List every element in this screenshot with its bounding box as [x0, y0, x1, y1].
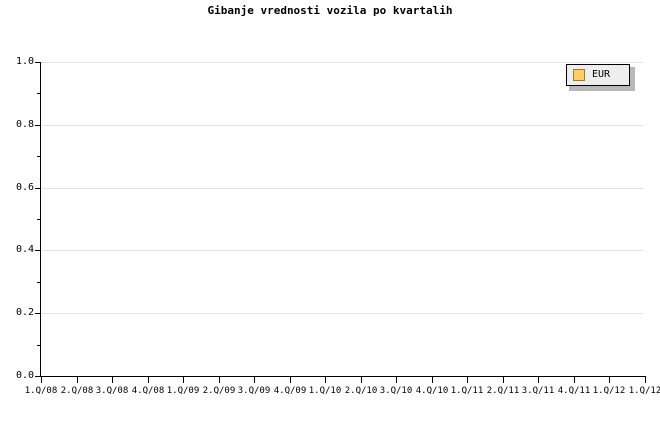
- y-axis-tick-major: [35, 187, 41, 189]
- y-axis-label: 0.0: [0, 371, 34, 381]
- x-axis-tick: [467, 377, 468, 383]
- x-axis-tick: [183, 377, 184, 383]
- x-axis-tick: [77, 377, 78, 383]
- x-axis-label: 3.Q/09: [237, 386, 271, 396]
- y-axis-tick-major: [35, 376, 41, 377]
- y-axis-label: 0.6: [0, 181, 34, 193]
- gridline: [41, 313, 643, 315]
- y-axis-label: 0.8: [0, 118, 34, 130]
- x-axis-label: 4.Q/11: [557, 386, 591, 396]
- y-axis-label-text: 0.2: [15, 307, 34, 319]
- x-axis-tick: [538, 377, 539, 383]
- legend-box[interactable]: EUR: [566, 64, 630, 86]
- x-axis-label: 2.Q/08: [60, 386, 94, 396]
- x-axis-label: 2.Q/11: [486, 386, 520, 396]
- x-axis-tick: [396, 377, 397, 383]
- legend-swatch-eur: [573, 69, 585, 81]
- x-axis-tick: [148, 377, 149, 383]
- x-axis-tick: [112, 377, 113, 383]
- x-axis-tick: [609, 377, 610, 383]
- x-axis-label: 3.Q/11: [521, 386, 555, 396]
- y-axis-tick-minor: [37, 344, 41, 346]
- x-axis-label: 1.Q/11: [450, 386, 484, 396]
- y-axis-label-text: 0.0: [15, 370, 34, 381]
- x-axis-label: 2.Q/09: [202, 386, 236, 396]
- x-axis-label: 3.Q/10: [379, 386, 413, 396]
- x-axis-label: 1.Q/09: [166, 386, 200, 396]
- x-axis-tick: [254, 377, 255, 383]
- x-axis-label: 1.Q/12: [592, 386, 626, 396]
- plot-area: [41, 62, 645, 376]
- gridline: [41, 250, 643, 252]
- y-axis-label-text: 0.4: [15, 244, 34, 256]
- x-axis-label: 2.Q/10: [344, 386, 378, 396]
- y-axis-label-text: 0.8: [15, 118, 34, 130]
- gridline: [41, 124, 643, 126]
- y-axis-label: 0.2: [0, 308, 34, 318]
- x-axis-tick: [574, 377, 575, 383]
- x-axis-label: 3.Q/08: [95, 386, 129, 396]
- x-axis-line: [40, 376, 646, 377]
- x-axis-label: 1.Q/10: [308, 386, 342, 396]
- y-axis-tick-major: [35, 62, 41, 63]
- y-axis-tick-minor: [37, 281, 41, 283]
- y-axis-label-text: 1.0: [15, 56, 34, 67]
- x-axis-label: 4.Q/09: [273, 386, 307, 396]
- y-axis-label-text: 0.6: [15, 181, 34, 193]
- x-axis-tick: [645, 377, 646, 383]
- gridline: [41, 62, 643, 63]
- x-axis-label: 4.Q/10: [415, 386, 449, 396]
- legend-label-eur: EUR: [592, 69, 611, 80]
- x-axis-label: 1.Q/12: [628, 386, 660, 396]
- x-axis-tick: [503, 377, 504, 383]
- x-axis-tick: [325, 377, 326, 383]
- y-axis-label: 1.0: [0, 57, 34, 67]
- y-axis-tick-major: [35, 124, 41, 126]
- gridline: [41, 187, 643, 189]
- y-axis-tick-minor: [37, 156, 41, 158]
- y-axis-label: 0.4: [0, 245, 34, 255]
- x-axis-tick: [361, 377, 362, 383]
- x-axis-label: 4.Q/08: [131, 386, 165, 396]
- y-axis-tick-major: [35, 313, 41, 315]
- x-axis-tick: [219, 377, 220, 383]
- chart-title: Gibanje vrednosti vozila po kvartalih: [207, 4, 453, 17]
- y-axis-tick-minor: [37, 219, 41, 220]
- x-axis-tick: [41, 377, 42, 383]
- y-axis-tick-minor: [37, 93, 41, 95]
- x-axis-label: 1.Q/08: [24, 386, 58, 396]
- x-axis-tick: [432, 377, 433, 383]
- y-axis-tick-major: [35, 250, 41, 252]
- x-axis-tick: [290, 377, 291, 383]
